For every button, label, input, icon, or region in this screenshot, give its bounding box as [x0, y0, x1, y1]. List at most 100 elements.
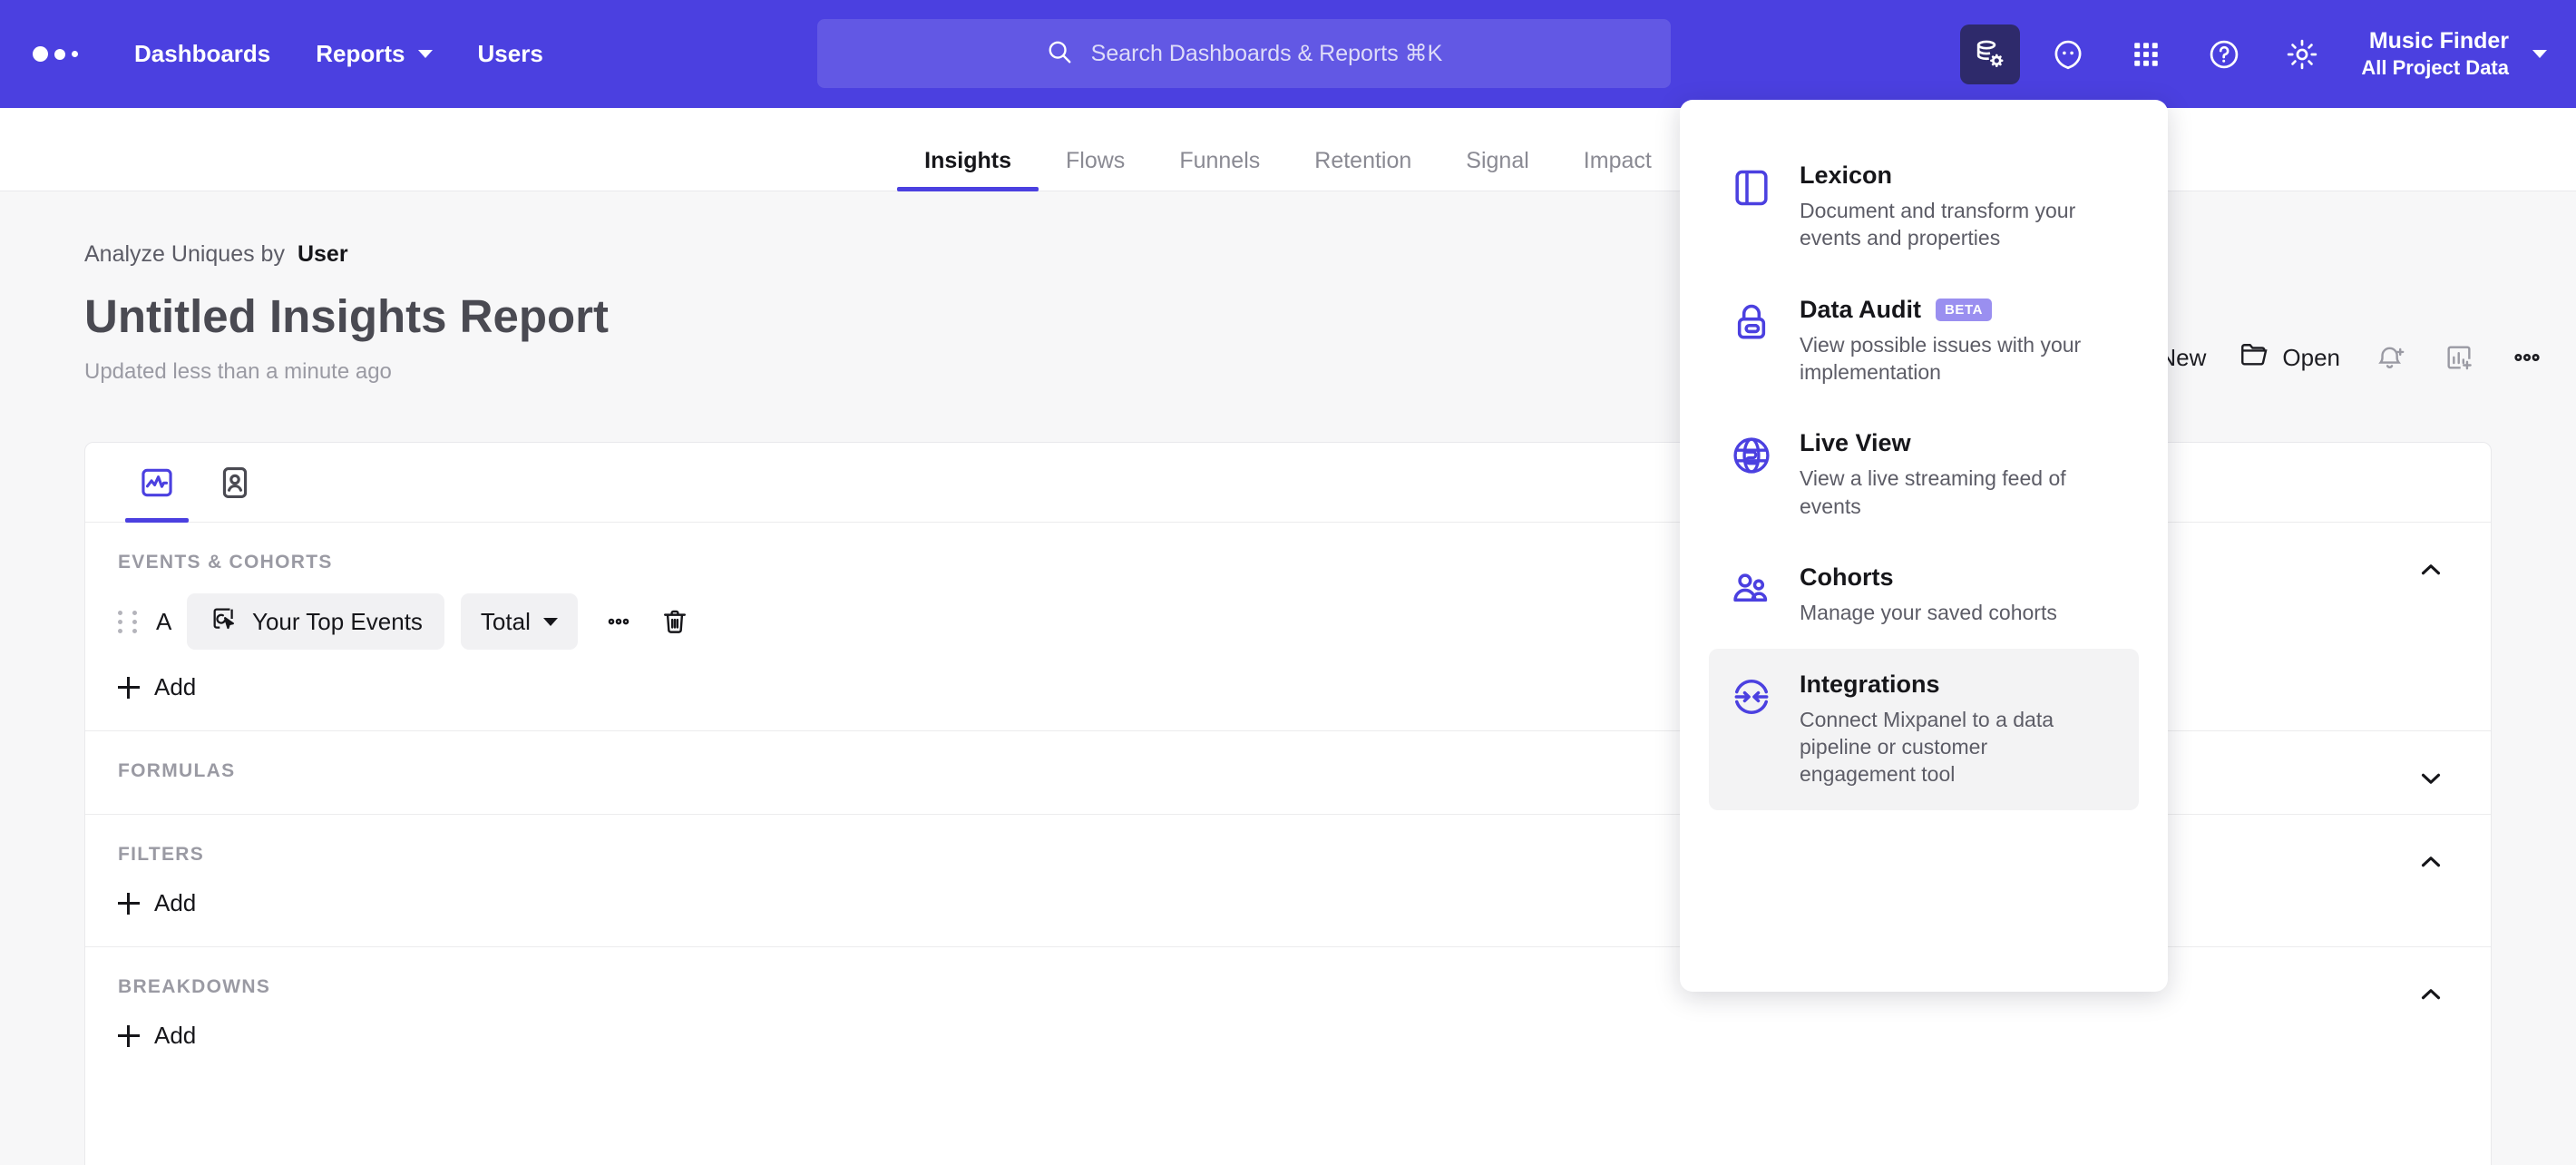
menu-item-data-audit[interactable]: Data Audit BETA View possible issues wit… [1709, 274, 2139, 408]
chart-view-tab[interactable] [118, 443, 196, 523]
nav-reports-label: Reports [316, 40, 405, 67]
tab-retention-label: Retention [1314, 148, 1412, 173]
tab-flows[interactable]: Flows [1039, 148, 1152, 191]
nav-dashboards[interactable]: Dashboards [122, 31, 283, 77]
menu-item-lexicon-desc: Document and transform your events and p… [1800, 199, 2076, 250]
analyze-value[interactable]: User [297, 241, 348, 267]
menu-item-data-audit-desc: View possible issues with your implement… [1800, 332, 2082, 385]
help-circle-icon[interactable] [2194, 24, 2254, 84]
menu-item-live-view[interactable]: Live View View a live streaming feed of … [1709, 407, 2139, 542]
event-name: Your Top Events [252, 607, 423, 635]
menu-item-data-audit-title: Data Audit [1800, 295, 1921, 323]
beta-badge: BETA [1936, 298, 1993, 321]
add-event-button[interactable]: Add [85, 650, 196, 730]
tab-impact-label: Impact [1583, 148, 1652, 173]
menu-item-live-view-title: Live View [1800, 429, 1911, 457]
tab-retention[interactable]: Retention [1287, 148, 1439, 191]
add-alert-icon[interactable] [2376, 342, 2407, 373]
data-audit-lock-icon [1729, 296, 1776, 349]
tab-signal-label: Signal [1466, 148, 1529, 173]
section-events-cohorts: EVENTS & COHORTS A [85, 523, 2491, 731]
nav-reports[interactable]: Reports [303, 31, 444, 77]
chevron-down-icon [2532, 50, 2547, 58]
top-navigation-bar: Dashboards Reports Users Search Dashboar… [0, 0, 2576, 108]
section-events-cohorts-collapse-toggle[interactable] [2411, 550, 2451, 590]
tab-flows-label: Flows [1066, 148, 1126, 173]
account-subtitle: All Project Data [2361, 56, 2509, 80]
nav-dashboards-label: Dashboards [134, 40, 271, 67]
section-breakdowns-collapse-toggle[interactable] [2411, 974, 2451, 1014]
search-placeholder: Search Dashboards & Reports ⌘K [1090, 41, 1443, 66]
plus-icon [118, 892, 140, 915]
plus-icon [118, 676, 140, 699]
menu-item-integrations[interactable]: Integrations Connect Mixpanel to a data … [1709, 648, 2139, 810]
page-title[interactable]: Untitled Insights Report [84, 290, 609, 342]
search-input[interactable]: Search Dashboards & Reports ⌘K [817, 19, 1671, 88]
add-event-label: Add [154, 673, 197, 700]
menu-item-lexicon[interactable]: Lexicon Document and transform your even… [1709, 140, 2139, 274]
plus-icon [118, 1024, 140, 1047]
measure-selector[interactable]: Total [460, 593, 578, 650]
search-icon [1046, 38, 1073, 70]
section-formulas: FORMULAS [85, 731, 2491, 815]
chat-bubble-icon[interactable] [2038, 24, 2098, 84]
tab-signal[interactable]: Signal [1439, 148, 1556, 191]
measure-label: Total [480, 607, 531, 635]
people-icon [1729, 563, 1776, 617]
updated-timestamp: Updated less than a minute ago [84, 359, 392, 384]
section-breakdowns-label: BREAKDOWNS [118, 976, 271, 997]
menu-item-integrations-desc: Connect Mixpanel to a data pipeline or c… [1800, 707, 2054, 787]
section-breakdowns: BREAKDOWNS Add [85, 947, 2491, 1079]
settings-gear-icon[interactable] [2272, 24, 2332, 84]
section-formulas-label: FORMULAS [118, 760, 236, 781]
add-breakdown-button[interactable]: Add [85, 998, 196, 1079]
integrations-icon [1729, 671, 1776, 724]
event-selector[interactable]: Your Top Events [187, 593, 444, 650]
page-body: Analyze Uniques by User Untitled Insight… [0, 191, 2576, 1165]
drag-handle-icon[interactable] [118, 606, 141, 637]
chevron-down-icon [417, 50, 433, 58]
open-report-button[interactable]: Open [2239, 339, 2340, 377]
menu-item-live-view-desc: View a live streaming feed of events [1800, 466, 2066, 518]
data-management-icon[interactable] [1960, 24, 2021, 84]
nav-right-cluster: Music Finder All Project Data [1951, 0, 2547, 108]
menu-item-integrations-title: Integrations [1800, 670, 1940, 698]
card-view-tabs [85, 443, 2491, 523]
lexicon-icon [1729, 162, 1776, 215]
section-events-cohorts-label: EVENTS & COHORTS [118, 552, 333, 573]
trash-icon[interactable] [659, 606, 690, 637]
click-target-icon [209, 604, 238, 640]
globe-icon [1729, 429, 1776, 483]
menu-item-cohorts[interactable]: Cohorts Manage your saved cohorts [1709, 542, 2139, 648]
menu-item-cohorts-desc: Manage your saved cohorts [1800, 601, 2057, 625]
tab-insights-label: Insights [924, 148, 1012, 173]
account-name: Music Finder [2368, 28, 2509, 54]
section-filters-label: FILTERS [118, 844, 205, 865]
tab-funnels-label: Funnels [1179, 148, 1261, 173]
section-filters-collapse-toggle[interactable] [2411, 842, 2451, 882]
apps-grid-icon[interactable] [2116, 24, 2176, 84]
tab-impact[interactable]: Impact [1556, 148, 1679, 191]
add-filter-label: Add [154, 889, 197, 916]
profile-view-tab[interactable] [196, 443, 274, 523]
add-to-dashboard-icon[interactable] [2444, 342, 2474, 373]
menu-item-lexicon-title: Lexicon [1800, 162, 1893, 189]
chevron-down-icon [542, 617, 558, 626]
section-formulas-collapse-toggle[interactable] [2411, 759, 2451, 798]
nav-users[interactable]: Users [465, 31, 556, 77]
tab-insights[interactable]: Insights [897, 148, 1039, 191]
analyze-breadcrumb: Analyze Uniques by User [84, 241, 348, 268]
menu-item-cohorts-title: Cohorts [1800, 563, 1894, 592]
event-more-options[interactable] [605, 608, 632, 635]
more-horizontal-icon[interactable] [2511, 341, 2543, 374]
nav-users-label: Users [477, 40, 543, 67]
account-switcher[interactable]: Music Finder All Project Data [2361, 27, 2547, 81]
section-filters: FILTERS Add [85, 815, 2491, 947]
folder-icon [2239, 339, 2269, 377]
mixpanel-logo[interactable] [33, 46, 78, 62]
series-letter: A [156, 607, 172, 635]
open-report-label: Open [2282, 343, 2340, 371]
tab-funnels[interactable]: Funnels [1152, 148, 1287, 191]
add-filter-button[interactable]: Add [85, 866, 196, 946]
event-row: A Your Top Events Total [85, 573, 2491, 650]
